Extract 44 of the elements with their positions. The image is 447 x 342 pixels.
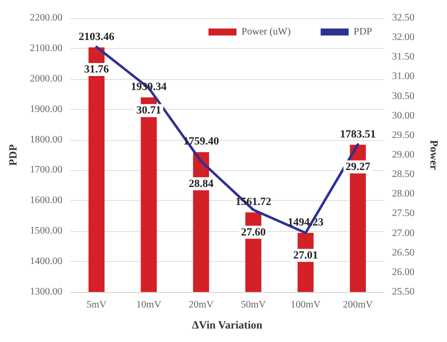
y2-tick-label: 27.00	[392, 228, 414, 239]
x-tick-label: 5mV	[86, 300, 108, 310]
y2-tick-label: 27.50	[392, 208, 414, 220]
data-label: 1783.51	[340, 128, 376, 140]
data-label: 2103.46	[78, 30, 115, 43]
data-label: 30.71	[136, 104, 162, 117]
legend-label: Power (uW)	[242, 26, 291, 38]
y2-tick-label: 26.50	[392, 247, 414, 258]
y2-tick-label: 25.50	[392, 286, 414, 298]
y-tick-label: 2100.00	[30, 42, 62, 54]
x-axis-title: ΔVin Variation	[192, 320, 262, 332]
y2-tick-label: 29.00	[392, 150, 414, 160]
y-tick-label: 1300.00	[30, 286, 62, 298]
x-tick-label: 50mV	[240, 300, 267, 310]
y2-tick-label: 32.00	[392, 32, 414, 44]
y-axis-title: PDP	[8, 144, 20, 166]
data-label: 27.01	[293, 249, 318, 262]
y-tick-label: 1900.00	[30, 104, 62, 115]
y2-tick-label: 31.50	[392, 52, 414, 63]
y-tick-label: 1400.00	[30, 256, 62, 268]
y-tick-label: 2000.00	[30, 73, 62, 84]
y-tick-label: 2200.00	[30, 12, 62, 24]
y2-tick-label: 29.50	[392, 130, 414, 141]
y-tick-label: 1600.00	[30, 195, 62, 206]
y2-tick-label: 28.50	[392, 169, 414, 180]
y2-tick-label: 30.50	[392, 90, 414, 102]
y2-tick-label: 26.00	[392, 266, 414, 278]
y-tick-label: 1500.00	[30, 226, 62, 237]
x-tick-label: 20mV	[188, 300, 214, 310]
y2-tick-label: 28.00	[392, 188, 414, 200]
legend-label: PDP	[354, 26, 372, 38]
y2-tick-label: 30.00	[392, 110, 414, 122]
y2-tick-label: 32.50	[392, 12, 414, 24]
data-label: 28.84	[188, 178, 214, 190]
y-tick-label: 1700.00	[30, 164, 62, 176]
x-tick-label: 200mV	[342, 300, 374, 310]
x-tick-label: 10mV	[136, 300, 162, 310]
x-tick-label: 100mV	[290, 300, 322, 310]
y-tick-label: 1800.00	[30, 134, 62, 146]
y2-axis-title: Power	[428, 140, 440, 170]
data-label: 31.76	[84, 63, 110, 76]
data-label: 29.27	[345, 160, 371, 173]
data-label: 27.60	[240, 226, 266, 238]
y2-tick-label: 31.00	[392, 71, 414, 82]
